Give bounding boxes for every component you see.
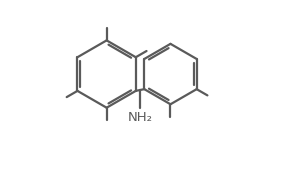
Text: NH₂: NH₂ <box>128 111 153 124</box>
